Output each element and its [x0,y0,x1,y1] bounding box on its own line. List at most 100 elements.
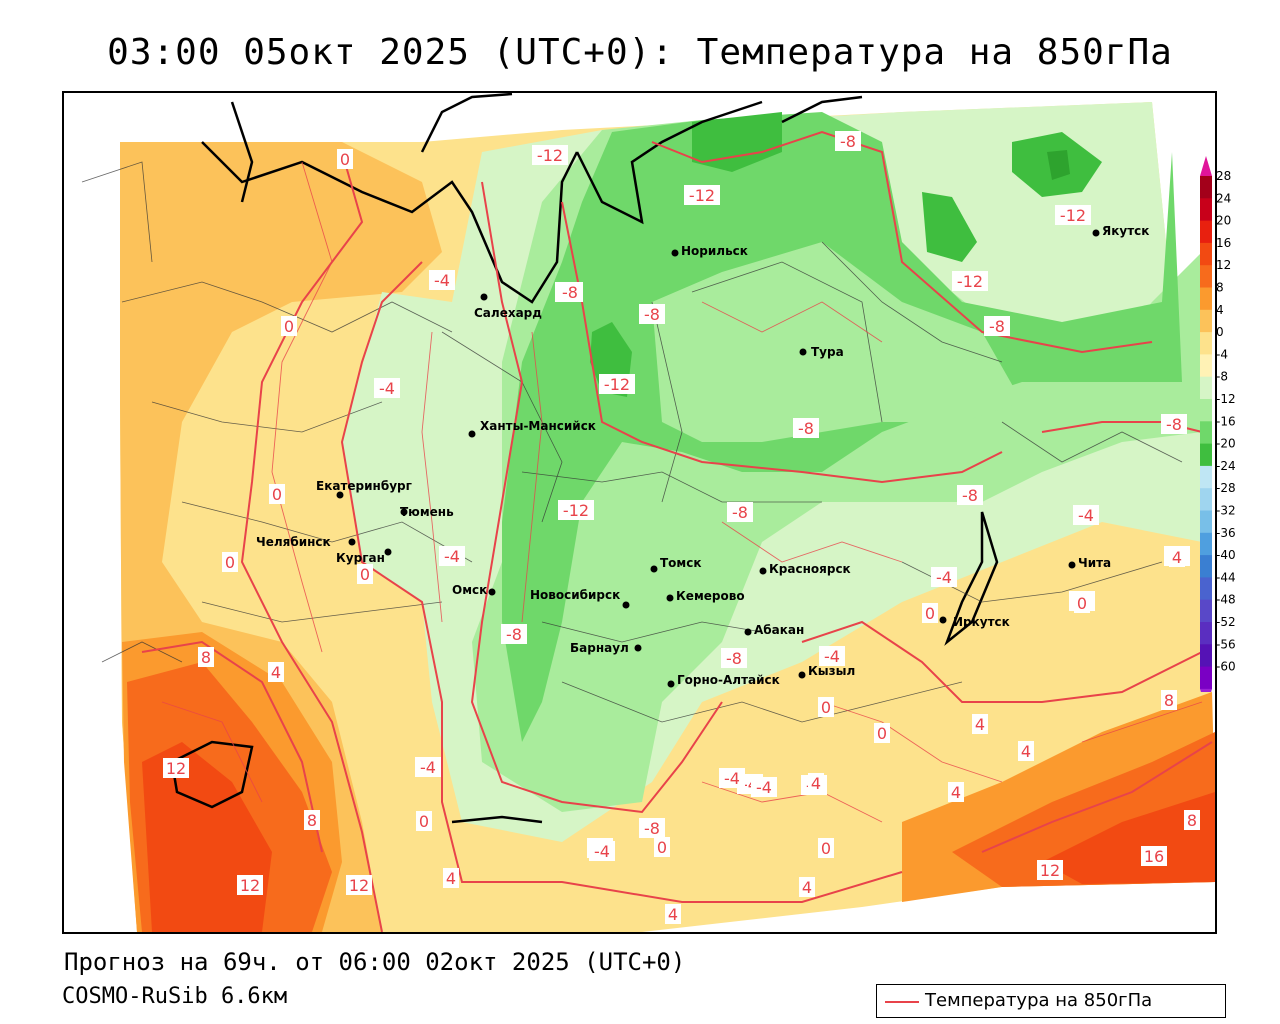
isotherm-value: 0 [419,812,429,831]
isotherm-value: -4 [756,778,772,797]
city-marker: Иркутск [939,615,1010,629]
isotherm-value: 4 [802,878,812,897]
colorbar-swatch [1200,532,1212,556]
fill-red-se-core [1042,792,1215,884]
city-label: Курган [336,551,385,565]
isotherm-label: 0 [357,564,373,584]
isotherm-value: 0 [284,317,294,336]
isotherm-label: -8 [957,485,983,505]
colorbar-tick-label: -28 [1216,481,1236,495]
isotherm-value: -8 [1166,415,1182,434]
city-label: Екатеринбург [316,479,412,493]
city-layer: Норильск Якутск Салехард Тура Ханты-Мансийск… [256,224,1149,688]
city-label: Тура [811,345,844,359]
city-dot [622,601,630,609]
isotherm-label: 4 [948,782,964,802]
isotherm-label: -12 [952,271,988,291]
isotherm-value: -4 [420,758,436,777]
colorbar-swatch [1200,488,1212,511]
isotherm-label: 0 [1074,593,1090,613]
isotherm-label: -8 [835,131,861,151]
isotherm-label: 0 [818,838,834,858]
colorbar-tick-label: -8 [1216,370,1228,384]
colorbar-tick-label: 20 [1216,214,1231,228]
city-marker: Горно-Алтайск [667,673,780,688]
isotherm-value: -4 [444,547,460,566]
isotherm-label: 0 [416,811,432,831]
isotherm-value: 4 [951,783,961,802]
city-dot [480,293,488,301]
isotherm-label: -4 [719,768,745,788]
fill-light-band [652,242,1022,442]
isotherm-value: -8 [962,486,978,505]
isotherm-value: -8 [644,819,660,838]
isotherm-label: -12 [558,500,594,520]
city-label: Кемерово [676,589,745,603]
city-dot [798,671,806,679]
colorbar-swatch [1200,666,1212,690]
isotherm-value: -12 [604,375,630,394]
isotherm-value: 12 [1040,861,1060,880]
isotherm-label: -12 [599,374,635,394]
city-label: Омск [452,583,487,597]
isotherm-label: -4 [751,777,777,797]
colorbar-swatch [1200,198,1212,222]
isotherm-label: 16 [1141,846,1167,866]
isotherm-value: 4 [271,663,281,682]
city-marker: Салехард [474,293,542,320]
isotherm-value: -8 [644,305,660,324]
isotherm-label: 4 [972,714,988,734]
city-dot [1068,561,1076,569]
isotherm-label: -4 [1073,505,1099,525]
city-label: Ханты-Мансийск [480,419,596,433]
isotherm-label: 8 [1184,810,1200,830]
colorbar-swatch [1200,176,1212,199]
fill-cold-core-4 [1047,150,1070,180]
city-dot [650,565,658,573]
isotherm-value: -12 [537,146,563,165]
fill-cold-core-2 [922,192,977,262]
isotherm-label: 0 [222,552,238,572]
city-marker: Кемерово [666,589,745,603]
city-label: Горно-Алтайск [677,673,780,687]
colorbar-tick-label: 4 [1216,303,1224,317]
colorbar-tick-label: 12 [1216,258,1231,272]
colorbar-swatch [1200,555,1212,578]
isotherm-value: 0 [1077,594,1087,613]
isotherm-lines [141,130,1213,932]
isotherm-value: -4 [1078,506,1094,525]
city-marker: Тюмень [400,505,454,519]
isotherm-value: 0 [225,553,235,572]
city-marker: Тура [799,345,844,359]
isotherm-label: 4 [665,904,681,924]
isotherm-value: -12 [1060,206,1086,225]
colorbar-tick-label: -32 [1216,504,1236,518]
colorbar-tick-label: -52 [1216,615,1236,629]
isotherm-value: 8 [1187,811,1197,830]
city-marker: Новосибирск [530,588,630,609]
colorbar-top-arrow [1200,156,1212,176]
isotherm-label: 4 [799,877,815,897]
colorbar-tick-label: -36 [1216,526,1236,540]
city-dot [799,348,807,356]
isotherm-value: 4 [446,869,456,888]
isotherm-value: 4 [975,715,985,734]
city-marker: Томск [650,556,702,573]
isotherm-value: -12 [957,272,983,291]
city-dot [759,567,767,575]
city-dot [666,594,674,602]
isotherm-label: 0 [922,603,938,623]
isotherm-value: -4 [379,379,395,398]
colorbar-tick-label: -24 [1216,459,1236,473]
isotherm-value: -8 [989,317,1005,336]
city-label: Тюмень [400,505,454,519]
isotherm-label: 0 [337,149,353,169]
city-marker: Норильск [671,244,748,258]
isotherm-value: 4 [668,905,678,924]
isotherm-label: -8 [639,818,665,838]
city-label: Чита [1078,556,1111,570]
city-label: Новосибирск [530,588,620,602]
isotherm-label: 0 [874,723,890,743]
colorbar-tick-label: -56 [1216,637,1236,651]
city-marker: Красноярск [759,562,851,576]
